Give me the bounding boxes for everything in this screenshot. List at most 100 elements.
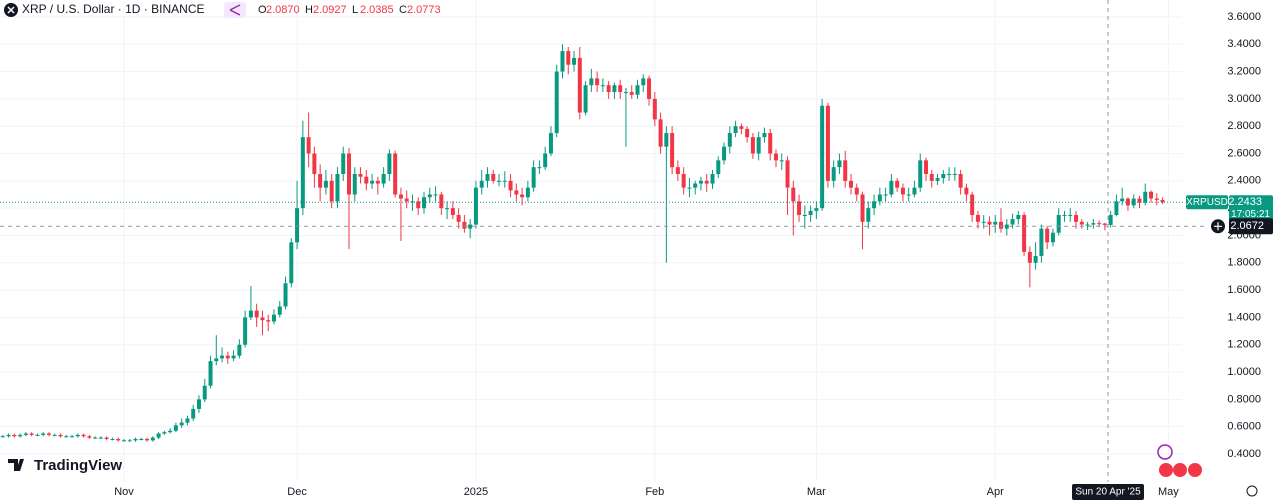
y-tick-label: 2.8000 [1227,120,1261,132]
candle-body [416,201,421,209]
candle-body [641,78,646,86]
candle-body [1120,198,1125,202]
indicator-button[interactable] [224,2,246,18]
candle-body [1022,214,1027,252]
candle-body [375,180,380,184]
candle-body [537,167,542,169]
candle-body [156,433,161,438]
candle-body [1050,232,1055,243]
candle-body [306,137,311,154]
candle-body [779,160,784,162]
candle-body [243,317,248,345]
candle-body [387,153,392,175]
candle-body [93,437,98,439]
candle-body [958,174,963,188]
last-price-name-box [1186,195,1228,210]
candle-body [981,221,986,223]
settings-icon[interactable] [1246,485,1258,497]
ohlc-value: 2.0385 [360,4,394,16]
candle-body [35,434,40,436]
candle-body [952,174,957,176]
candle-body [1016,214,1021,220]
candle-body [347,153,351,195]
candle-body [439,194,444,209]
candle-body [260,317,265,321]
candle-body [583,85,588,113]
candle-body [23,433,28,435]
candle-body [179,422,184,426]
event-icon[interactable] [1173,463,1187,477]
candle-body [531,167,536,188]
candle-body [289,242,294,284]
ohlc-value: 2.0870 [266,4,300,16]
x-tick-label: Feb [645,486,664,498]
ohlc-value: 2.0927 [313,4,347,16]
candle-body [433,194,438,196]
candle-body [612,85,617,93]
candle-body [202,385,207,400]
candle-body [664,133,669,147]
candle-body [214,358,219,362]
candle-body [768,133,773,154]
candle-body [41,433,46,435]
candle-body [1149,191,1154,199]
candle-body [964,187,969,195]
candle-body [116,438,121,441]
x-tick-label: Mar [807,486,826,498]
ohlc-key: L [352,4,358,16]
candle-body [854,187,859,195]
candle-body [1102,223,1107,225]
candle-body [468,224,473,229]
y-tick-label: 3.4000 [1227,38,1261,50]
candle-body [46,433,51,435]
y-tick-label: 0.4000 [1227,448,1261,460]
candle-body [445,208,450,210]
candle-body [168,430,173,433]
candle-body [681,174,686,188]
candle-body [1143,191,1148,203]
crosshair-price: 2.0672 [1230,220,1264,232]
candle-body [162,432,167,434]
ohlc-value: 2.0773 [407,4,441,16]
candle-body [398,194,403,199]
candle-body [912,187,917,195]
candle-body [924,160,928,175]
candle-body [329,180,334,202]
ohlc-key: C [399,4,407,16]
event-icon[interactable] [1188,463,1202,477]
candle-body [745,128,750,138]
candle-body [497,180,502,182]
candle-body [843,160,848,181]
candle-body [970,194,975,215]
candle-body [121,440,126,442]
y-tick-label: 2.6000 [1227,147,1261,159]
candle-body [975,214,980,222]
candle-body [572,57,577,65]
candle-body [295,208,300,243]
candle-body [1154,198,1159,200]
indicator-icon [229,4,241,16]
y-tick-label: 3.2000 [1227,65,1261,77]
alert-icon[interactable] [1157,444,1173,460]
candle-body [1004,224,1009,229]
candle-body [220,355,225,359]
candle-body [1108,214,1113,225]
candle-body [254,310,259,318]
candle-body [6,434,11,437]
candle-body [1033,255,1038,263]
candle-body [947,174,952,176]
candle-body [773,153,778,161]
candle-body [1010,219,1015,225]
candle-body [889,180,894,195]
candle-body [81,434,86,437]
event-icon[interactable] [1159,463,1173,477]
countdown: 17:05:21 [1231,209,1270,220]
candle-body [670,133,675,168]
candle-body [548,133,553,154]
x-tick-label: May [1158,486,1179,498]
candle-body [1068,214,1073,216]
candle-body [1056,214,1061,233]
candle-body [756,137,761,154]
candle-body [762,133,767,138]
